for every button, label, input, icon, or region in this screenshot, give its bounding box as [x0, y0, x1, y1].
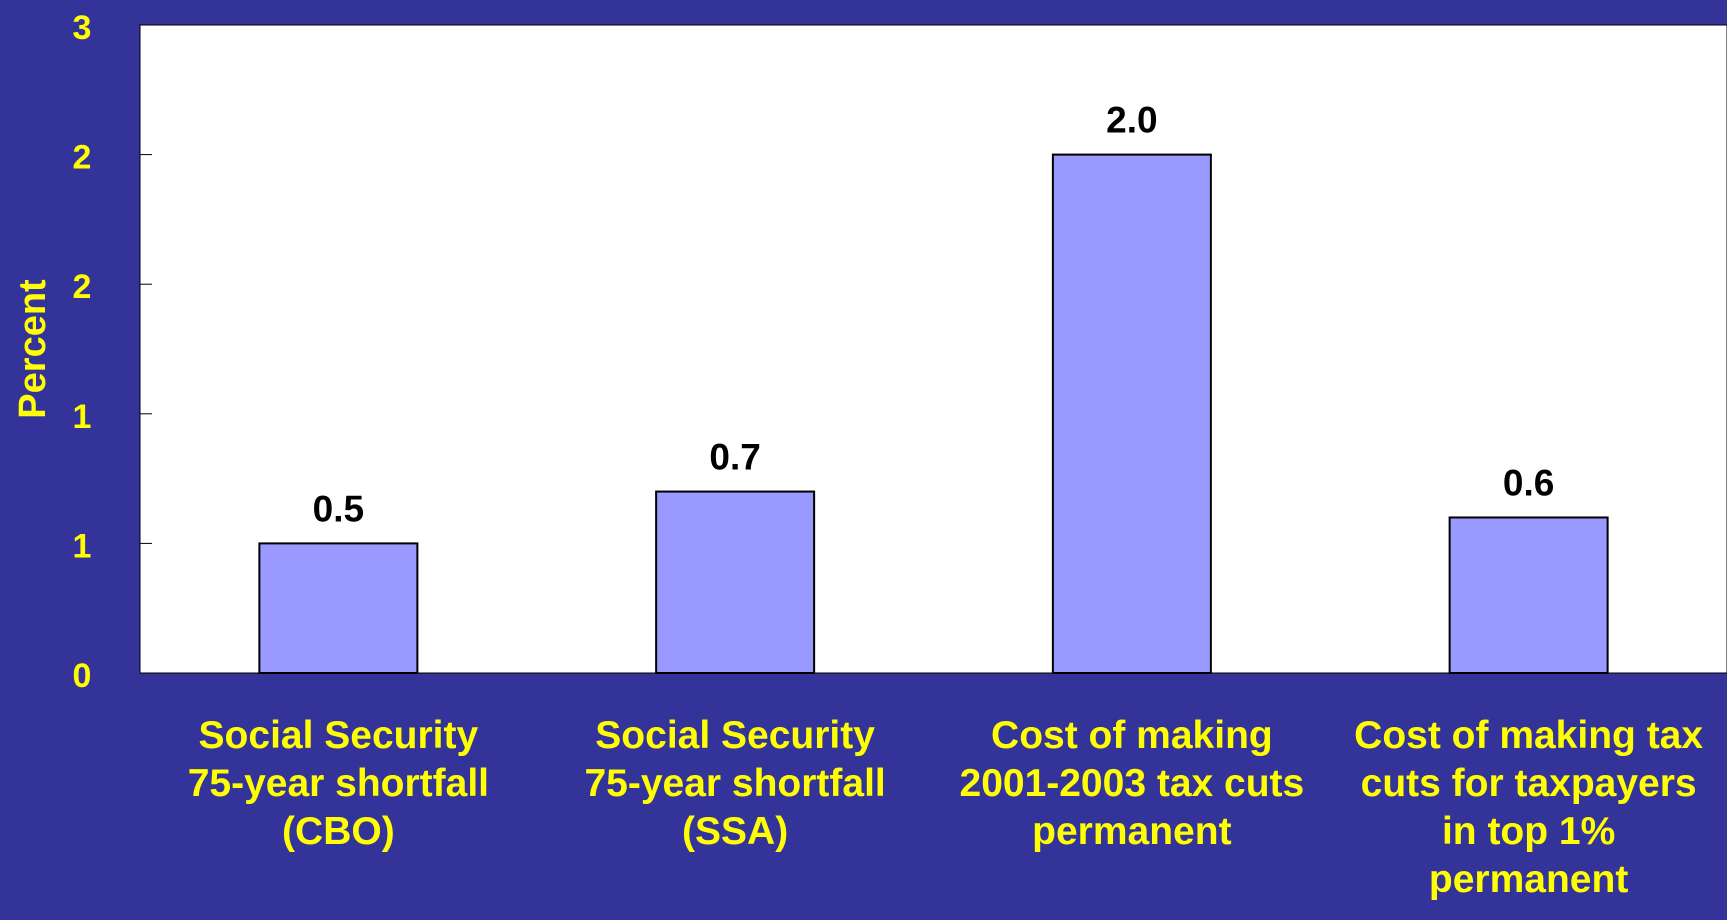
bars: 0.5 0.7 2.0 0.6 [258, 100, 1609, 675]
bar [655, 490, 816, 674]
y-tick-label: 3 [73, 9, 92, 47]
y-tick-label: 1 [73, 398, 92, 436]
y-tick-label: 0 [73, 657, 92, 695]
x-tick-label: Cost of making 2001-2003 tax cuts perman… [959, 714, 1305, 853]
bar [1448, 516, 1609, 674]
x-tick-label: Social Security 75-year shortfall (SSA) [584, 714, 886, 853]
y-tick-label: 1 [73, 527, 92, 565]
y-tick-label: 2 [73, 139, 92, 177]
data-label: 0.5 [313, 488, 364, 529]
y-axis-label: Percent [12, 279, 54, 419]
data-label: 2.0 [1106, 100, 1157, 141]
x-tick-label: Social Security 75-year shortfall (CBO) [187, 714, 490, 853]
bar [1051, 153, 1212, 675]
data-label: 0.6 [1503, 462, 1554, 503]
data-label: 0.7 [709, 437, 760, 478]
bar [258, 542, 419, 675]
y-axis: 0 1 1 2 2 3 [73, 9, 152, 695]
y-tick-label: 2 [73, 268, 92, 306]
x-tick-label: Cost of making tax cuts for taxpayers in… [1354, 714, 1704, 901]
